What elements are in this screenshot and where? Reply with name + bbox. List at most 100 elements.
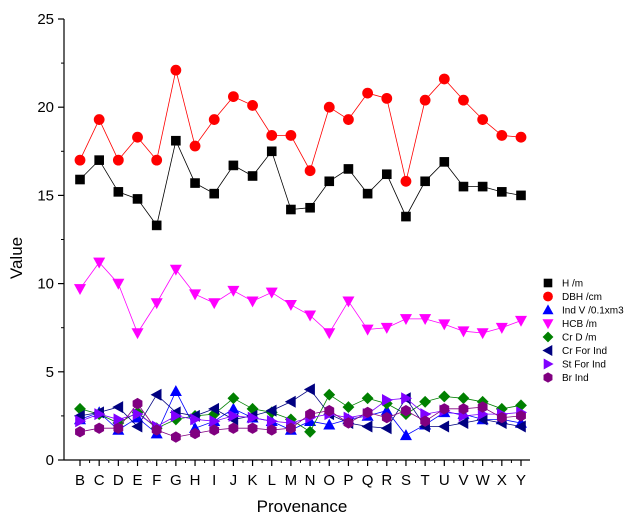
x-tick-label: F <box>152 472 161 489</box>
data-point <box>399 314 412 326</box>
data-point <box>247 422 258 434</box>
data-point <box>286 204 296 215</box>
data-point <box>457 416 469 429</box>
data-point <box>266 424 277 436</box>
y-tick-label: 15 <box>37 187 54 204</box>
x-axis-title: Provenance <box>257 497 348 516</box>
data-point <box>323 328 336 340</box>
data-point <box>209 188 220 199</box>
data-point <box>497 187 507 197</box>
data-point <box>113 413 125 426</box>
data-point <box>246 296 259 308</box>
data-point <box>93 257 106 269</box>
legend-label: St For Ind <box>562 360 606 371</box>
legend-item: Br Ind <box>543 372 589 384</box>
data-point <box>380 322 393 334</box>
data-point <box>285 130 297 141</box>
x-tick-label: H <box>190 472 201 489</box>
legend-label: Cr D /m <box>562 333 596 344</box>
data-point <box>94 155 104 165</box>
data-point <box>439 157 450 167</box>
data-point <box>171 135 181 146</box>
x-tick-label: I <box>212 472 216 489</box>
x-tick-label: G <box>170 472 182 489</box>
data-point <box>227 392 240 405</box>
data-point <box>265 404 277 417</box>
data-point <box>342 296 355 308</box>
data-point <box>151 220 162 231</box>
data-point <box>93 114 105 125</box>
series-line <box>79 70 522 182</box>
legend-marker <box>542 344 553 357</box>
data-point <box>190 427 200 440</box>
data-point <box>131 420 143 433</box>
data-point <box>112 154 124 166</box>
y-axis-title: Value <box>7 237 26 279</box>
x-tick-label: P <box>343 472 353 489</box>
data-point <box>113 187 124 197</box>
data-point <box>323 418 336 430</box>
data-point <box>419 314 432 326</box>
data-point <box>401 404 411 417</box>
data-point <box>514 420 526 433</box>
data-point <box>113 422 124 434</box>
data-point <box>304 165 316 177</box>
data-point <box>477 181 488 192</box>
data-point <box>132 131 143 143</box>
x-tick-label: L <box>268 472 276 489</box>
data-point <box>247 411 259 424</box>
data-point <box>170 64 182 76</box>
legend-item: HCB /m <box>542 319 597 330</box>
data-point <box>439 403 450 415</box>
data-point <box>515 131 527 143</box>
data-point <box>94 408 106 421</box>
series-hcb-m <box>73 257 528 340</box>
data-point <box>362 406 373 419</box>
data-point <box>190 178 200 188</box>
data-point <box>284 395 296 408</box>
data-point <box>323 388 336 401</box>
data-point <box>75 415 87 428</box>
data-point <box>169 385 182 397</box>
data-point <box>438 319 451 331</box>
legend-marker <box>543 291 553 302</box>
y-tick-label: 10 <box>37 276 54 293</box>
data-point <box>458 94 469 106</box>
data-point <box>362 188 373 199</box>
data-point <box>343 164 354 174</box>
y-tick-label: 25 <box>37 11 54 28</box>
legend-label: Br Ind <box>562 373 589 384</box>
x-tick-label: K <box>248 472 258 489</box>
data-point <box>304 310 317 322</box>
data-point <box>305 202 315 213</box>
data-point <box>361 392 374 405</box>
y-tick-label: 0 <box>46 452 54 469</box>
data-point <box>112 278 125 290</box>
data-point <box>247 100 258 111</box>
data-point <box>438 420 450 433</box>
data-point <box>189 140 201 152</box>
data-point <box>438 73 450 85</box>
data-point <box>381 169 392 180</box>
x-tick-label: C <box>94 472 105 489</box>
data-point <box>477 114 489 125</box>
data-point <box>343 114 354 125</box>
x-tick-label: Y <box>516 472 526 489</box>
x-tick-label: J <box>230 472 238 489</box>
data-point <box>208 402 220 415</box>
data-point <box>477 401 488 413</box>
data-point <box>150 298 163 310</box>
data-point <box>208 298 221 310</box>
data-point <box>324 404 335 417</box>
data-point <box>209 415 221 428</box>
data-point <box>516 190 526 201</box>
series-layer <box>73 64 528 443</box>
x-tick-label: O <box>323 472 335 489</box>
x-tick-label: D <box>113 472 124 489</box>
data-point <box>458 181 469 192</box>
data-point <box>75 426 85 438</box>
data-point <box>496 130 508 141</box>
data-point <box>150 388 162 401</box>
data-point <box>457 326 470 338</box>
